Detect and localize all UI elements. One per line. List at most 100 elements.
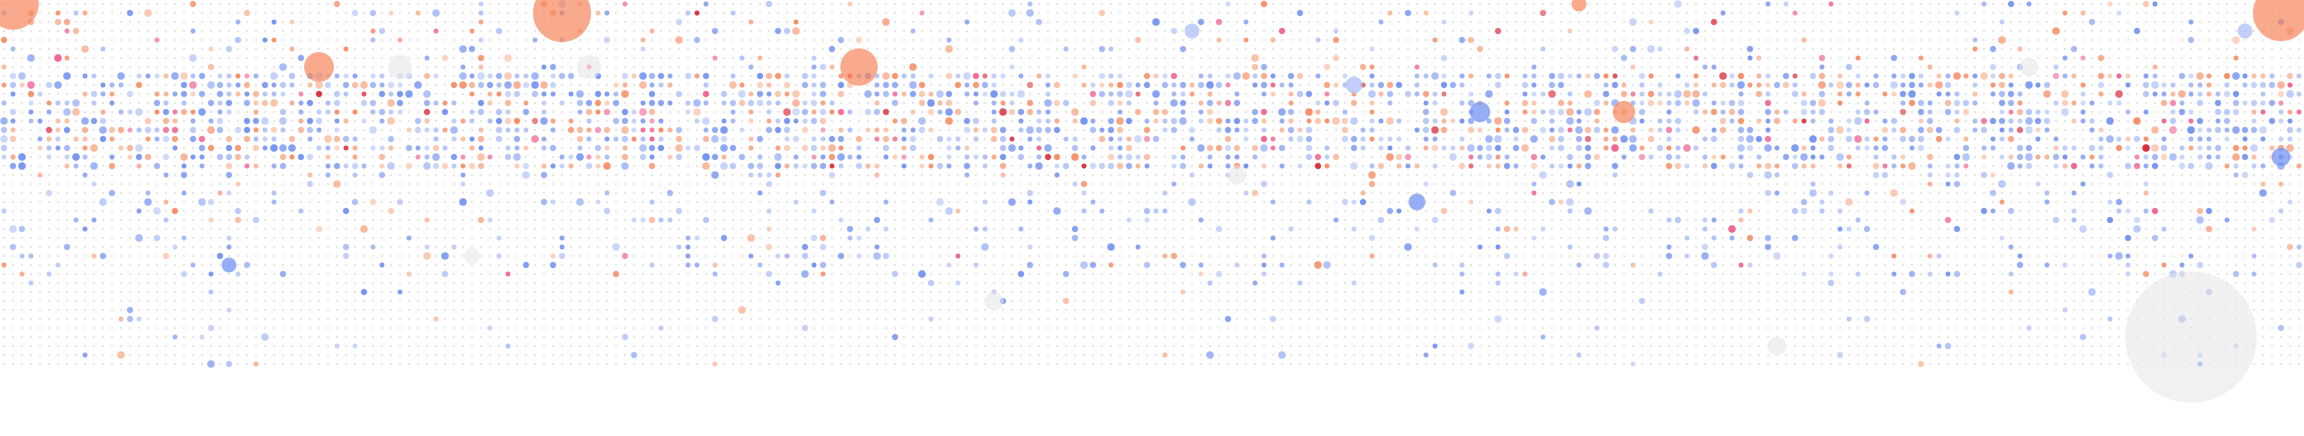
data-dot xyxy=(2007,0,2015,8)
grid-dot xyxy=(983,29,987,33)
grid-dot xyxy=(1262,47,1266,51)
grid-dot xyxy=(524,56,528,60)
data-dot xyxy=(431,152,441,162)
data-dot xyxy=(1125,162,1133,170)
data-dot xyxy=(441,108,449,116)
grid-dot xyxy=(2171,65,2175,69)
grid-dot xyxy=(1874,56,1878,60)
data-dot xyxy=(1648,154,1654,160)
grid-dot xyxy=(497,47,501,51)
grid-dot xyxy=(371,92,375,96)
grid-dot xyxy=(722,47,726,51)
grid-dot xyxy=(1028,56,1032,60)
data-dot xyxy=(1620,54,1628,62)
grid-dot xyxy=(497,20,501,24)
grid-dot xyxy=(1109,11,1113,15)
grid-dot xyxy=(407,137,411,141)
data-dot xyxy=(10,118,16,124)
grid-dot xyxy=(11,173,15,177)
grid-dot xyxy=(1244,11,1248,15)
data-dot xyxy=(2016,153,2024,161)
data-dot xyxy=(1918,118,1924,124)
grid-dot xyxy=(2009,38,2013,42)
grid-dot xyxy=(2207,47,2211,51)
grid-dot xyxy=(533,173,537,177)
grid-dot xyxy=(2135,83,2139,87)
data-dot xyxy=(827,143,837,153)
grid-dot xyxy=(848,173,852,177)
grid-dot xyxy=(2117,83,2121,87)
data-dot xyxy=(271,136,277,142)
data-dot xyxy=(1241,71,1251,81)
grid-dot xyxy=(146,56,150,60)
grid-dot xyxy=(677,47,681,51)
grid-dot xyxy=(272,56,276,60)
grid-dot xyxy=(893,56,897,60)
data-dot xyxy=(1918,55,1924,61)
grid-dot xyxy=(2234,83,2238,87)
data-dot xyxy=(837,108,845,116)
grid-dot xyxy=(74,47,78,51)
grid-dot xyxy=(2243,20,2247,24)
data-dot xyxy=(378,171,386,179)
grid-dot xyxy=(362,56,366,60)
grid-dot xyxy=(1766,11,1770,15)
data-dot xyxy=(2125,145,2131,151)
grid-dot xyxy=(1235,20,1239,24)
data-dot xyxy=(287,143,297,153)
grid-dot xyxy=(1667,47,1671,51)
data-dot xyxy=(1423,136,1429,142)
grid-dot xyxy=(1892,110,1896,114)
data-dot xyxy=(289,154,295,160)
data-dot xyxy=(1036,154,1042,160)
grid-dot xyxy=(488,164,492,168)
data-dot xyxy=(1476,45,1484,53)
grid-dot xyxy=(695,83,699,87)
data-dot xyxy=(1693,109,1699,115)
grid-dot xyxy=(1127,29,1131,33)
data-dot xyxy=(1090,82,1096,88)
grid-dot xyxy=(1442,11,1446,15)
data-dot xyxy=(71,107,81,117)
data-dot xyxy=(27,90,35,98)
grid-dot xyxy=(1262,155,1266,159)
grid-dot xyxy=(1271,65,1275,69)
grid-dot xyxy=(1946,11,1950,15)
data-dot xyxy=(188,53,198,63)
grid-dot xyxy=(1541,74,1545,78)
grid-dot xyxy=(695,65,699,69)
grid-dot xyxy=(2000,146,2004,150)
grid-dot xyxy=(1757,11,1761,15)
grid-dot xyxy=(614,11,618,15)
grid-dot xyxy=(1595,2,1599,6)
data-dot xyxy=(1494,72,1502,80)
data-dot xyxy=(388,145,394,151)
data-dot xyxy=(1504,127,1510,133)
data-dot xyxy=(109,100,115,106)
grid-dot xyxy=(695,29,699,33)
grid-dot xyxy=(317,155,321,159)
grid-dot xyxy=(1388,38,1392,42)
grid-dot xyxy=(1550,47,1554,51)
data-dot xyxy=(1045,118,1051,124)
data-dot xyxy=(1279,82,1285,88)
data-dot xyxy=(1557,126,1565,134)
data-dot xyxy=(1099,127,1105,133)
data-dot xyxy=(1206,144,1214,152)
data-dot xyxy=(658,118,664,124)
data-dot xyxy=(486,81,494,89)
data-dot xyxy=(1936,91,1942,97)
grid-dot xyxy=(164,20,168,24)
grid-dot xyxy=(443,83,447,87)
data-dot xyxy=(640,136,646,142)
grid-dot xyxy=(929,146,933,150)
grid-dot xyxy=(1964,92,1968,96)
data-dot xyxy=(422,161,432,171)
grid-dot xyxy=(1766,65,1770,69)
data-dot xyxy=(1998,72,2006,80)
grid-dot xyxy=(1604,155,1608,159)
grid-dot xyxy=(902,47,906,51)
data-dot xyxy=(1225,82,1231,88)
data-dot xyxy=(1890,117,1898,125)
data-dot xyxy=(712,55,718,61)
